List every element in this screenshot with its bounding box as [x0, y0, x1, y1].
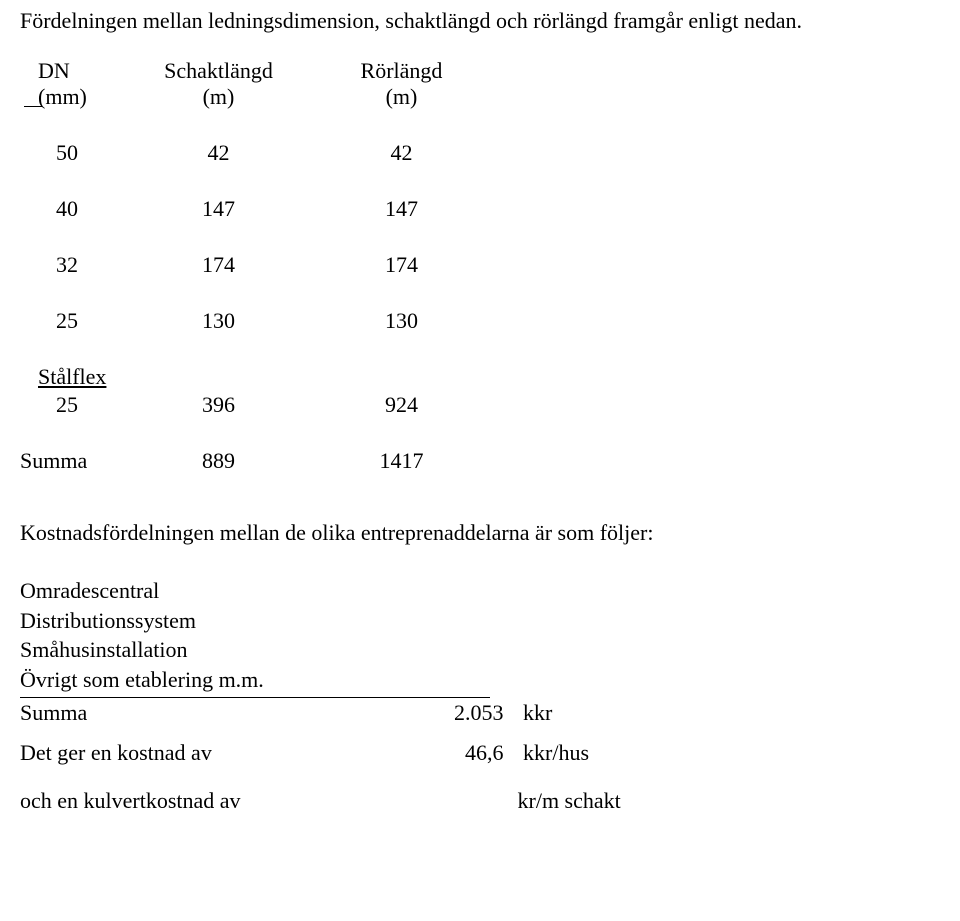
cost-kulvert-row: och en kulvertkostnad av kr/m schakt: [20, 788, 940, 814]
cost-line: Omradescentral: [20, 576, 940, 606]
summa-label: Summa: [20, 448, 123, 474]
summa-schakt: 889: [129, 448, 309, 474]
cost-per-house-unit: kkr/hus: [509, 740, 623, 766]
cost-intro-text: Kostnadsfördelningen mellan de olika ent…: [20, 520, 940, 546]
cell-ror: 147: [314, 196, 489, 222]
cost-line: Övrigt som etablering m.m.: [20, 665, 940, 695]
cell-dn: 32: [38, 252, 123, 278]
table-row: 25 130 130: [38, 308, 940, 334]
table-header: DN (mm) Schaktlängd (m) Rörlängd (m): [38, 58, 940, 110]
stalflex-label: Stålflex: [38, 364, 106, 389]
header-ror-unit: (m): [314, 84, 489, 110]
summa-ror: 1417: [314, 448, 489, 474]
cost-per-house-label: Det ger en kostnad av: [20, 740, 428, 766]
cost-kulvert-label: och en kulvertkostnad av: [20, 788, 498, 814]
cell-ror: 924: [314, 392, 489, 418]
cost-kulvert-unit: kr/m schakt: [504, 788, 658, 814]
cost-line: Småhusinstallation: [20, 635, 940, 665]
header-schakt-label: Schaktlängd: [164, 58, 273, 83]
cost-summa-unit: kkr: [509, 700, 583, 726]
summa-row: Summa 889 1417: [20, 448, 940, 474]
cell-schakt: 130: [129, 308, 309, 334]
dimension-table: DN (mm) Schaktlängd (m) Rörlängd (m) 50 …: [38, 58, 940, 474]
cell-schakt: 174: [129, 252, 309, 278]
header-schakt-unit: (m): [129, 84, 309, 110]
cost-summa-label: Summa: [20, 700, 428, 726]
header-ror-label: Rörlängd: [361, 58, 443, 83]
cell-dn: 25: [38, 392, 123, 418]
cost-block: Omradescentral Distributionssystem Småhu…: [20, 576, 940, 814]
cell-ror: 130: [314, 308, 489, 334]
table-row: 32 174 174: [38, 252, 940, 278]
cost-summa-row: Summa 2.053 kkr: [20, 700, 940, 726]
cost-line: Distributionssystem: [20, 606, 940, 636]
cell-dn: 50: [38, 140, 123, 166]
cell-ror: 42: [314, 140, 489, 166]
header-dn-unit: (mm): [38, 84, 123, 110]
dn-underline-mark: [24, 106, 42, 107]
cell-dn: 40: [38, 196, 123, 222]
cell-dn: 25: [38, 308, 123, 334]
cost-summa-value: 2.053: [434, 700, 504, 726]
table-row: 50 42 42: [38, 140, 940, 166]
cost-per-house-value: 46,6: [434, 740, 504, 766]
stalflex-row: 25 396 924: [38, 392, 940, 418]
cell-schakt: 147: [129, 196, 309, 222]
cell-schakt: 42: [129, 140, 309, 166]
cost-summa-divider: [20, 697, 490, 698]
cell-ror: 174: [314, 252, 489, 278]
table-row: 40 147 147: [38, 196, 940, 222]
header-dn-label: DN: [38, 58, 70, 83]
cost-per-house-row: Det ger en kostnad av 46,6 kkr/hus: [20, 740, 940, 766]
cell-schakt: 396: [129, 392, 309, 418]
intro-text: Fördelningen mellan ledningsdimension, s…: [20, 8, 940, 34]
